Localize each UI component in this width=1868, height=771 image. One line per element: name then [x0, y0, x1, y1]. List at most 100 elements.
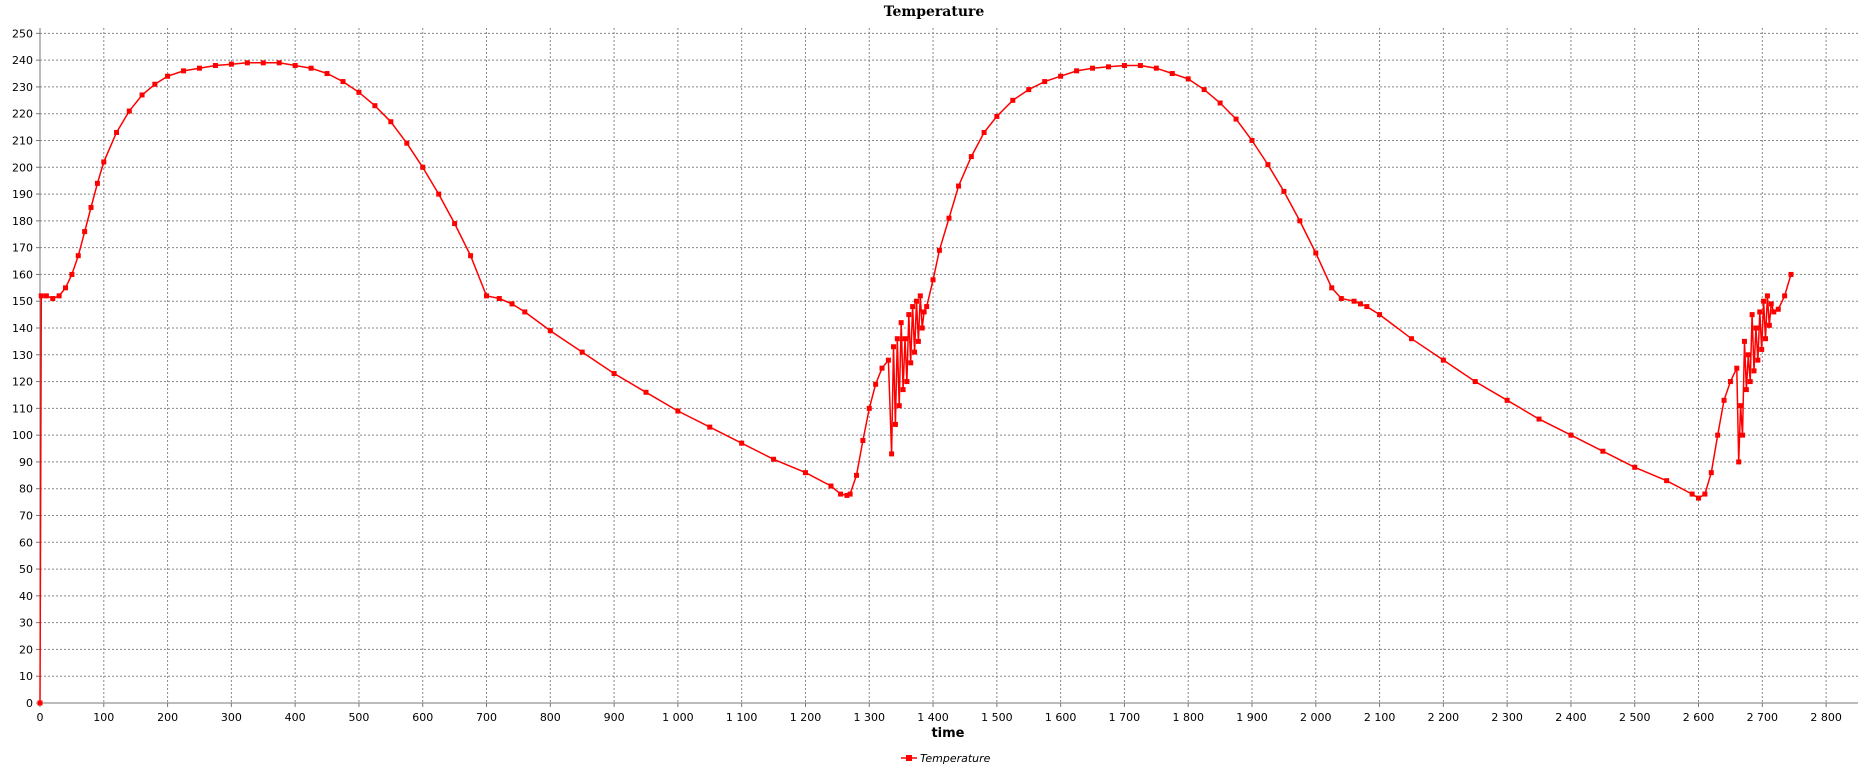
x-axis-title: time: [931, 726, 964, 741]
legend: Temperature: [901, 752, 991, 765]
x-tick-label: 1 300: [854, 711, 886, 724]
data-point: [1721, 397, 1727, 403]
data-point: [56, 293, 62, 299]
data-point: [165, 73, 171, 79]
x-tick-label: 2 100: [1364, 711, 1396, 724]
y-tick-label: 160: [12, 268, 33, 281]
data-point: [1105, 64, 1111, 70]
labels: Temperature time: [884, 4, 985, 741]
series-temperature: [37, 60, 1794, 706]
data-point: [1664, 478, 1670, 484]
data-point: [1377, 312, 1383, 318]
data-point: [1472, 379, 1478, 385]
data-point: [1738, 403, 1744, 409]
data-point: [404, 140, 410, 146]
grid: [40, 28, 1858, 703]
data-point: [1734, 365, 1740, 371]
data-point: [1249, 138, 1255, 143]
data-point: [885, 357, 891, 363]
data-point: [1632, 464, 1638, 470]
series-line-temperature: [39, 62, 1792, 704]
data-point: [244, 60, 250, 66]
x-tick-label: 1 800: [1172, 711, 1204, 724]
axes: 0 10 20 30 40 50 60 70 80 90 100 110 120 130 140 150 160…: [12, 27, 1858, 724]
chart-title: Temperature: [884, 4, 985, 20]
data-point: [1504, 397, 1510, 403]
data-point: [1788, 271, 1794, 277]
data-point: [946, 215, 952, 221]
data-point: [675, 408, 681, 414]
data-point: [956, 183, 962, 189]
data-point: [484, 293, 490, 299]
data-point: [276, 60, 282, 66]
data-point: [908, 360, 914, 366]
data-point: [898, 320, 904, 326]
data-point: [38, 293, 44, 299]
data-point: [896, 403, 902, 409]
data-point: [994, 113, 1000, 119]
data-point: [828, 483, 834, 489]
data-point: [1743, 387, 1749, 393]
data-point: [981, 129, 987, 135]
x-tick-label: 1 100: [726, 711, 758, 724]
data-point: [1766, 322, 1772, 328]
data-point: [212, 63, 218, 68]
y-tick-label: 240: [12, 54, 33, 67]
data-point: [139, 92, 145, 98]
data-point: [866, 405, 872, 411]
x-tick-label: 1 600: [1045, 711, 1077, 724]
data-point: [924, 304, 930, 310]
data-point: [1757, 309, 1763, 315]
data-point: [1074, 68, 1080, 74]
x-tick-label: 800: [540, 711, 561, 724]
data-point: [101, 159, 107, 165]
data-point: [1217, 100, 1223, 106]
x-tick-label: 300: [221, 711, 242, 724]
data-point: [436, 191, 442, 197]
data-point: [968, 154, 974, 160]
data-point: [50, 296, 56, 302]
data-point: [75, 253, 81, 259]
x-tick-label: 600: [412, 711, 433, 724]
data-point: [1297, 218, 1303, 224]
data-point: [847, 491, 853, 497]
data-point: [1201, 87, 1207, 93]
data-point: [388, 119, 394, 125]
y-tick-label: 190: [12, 188, 33, 201]
data-point: [420, 164, 426, 170]
data-point: [707, 424, 713, 430]
data-point: [1689, 491, 1695, 497]
data-point: [1265, 162, 1271, 168]
data-point: [579, 349, 585, 355]
y-tick-label: 220: [12, 108, 33, 121]
y-tick-label: 30: [19, 617, 33, 630]
data-point: [94, 180, 100, 186]
data-point: [854, 472, 860, 478]
data-point: [1775, 306, 1781, 312]
data-point: [1185, 76, 1191, 82]
data-point: [547, 328, 553, 334]
data-point: [1708, 470, 1714, 476]
data-point: [1696, 495, 1702, 501]
x-tick-label: 1 700: [1109, 711, 1141, 724]
x-tick-label: 100: [93, 711, 114, 724]
data-point: [1763, 336, 1769, 342]
x-tick-label: 1 200: [790, 711, 822, 724]
data-point: [1759, 346, 1765, 352]
data-point: [509, 301, 515, 307]
data-point: [1715, 432, 1721, 438]
data-point: [838, 491, 844, 497]
data-point: [1702, 491, 1708, 497]
y-tick-label: 180: [12, 215, 33, 228]
data-point: [910, 304, 916, 310]
x-tick-label: 0: [37, 711, 44, 724]
data-point: [889, 451, 895, 457]
x-tick-label: 2 500: [1619, 711, 1651, 724]
data-point: [1281, 188, 1287, 194]
data-point: [844, 492, 850, 498]
data-point: [802, 470, 808, 476]
data-point: [1042, 79, 1048, 85]
y-tick-label: 20: [19, 643, 33, 656]
data-point: [1440, 357, 1446, 363]
